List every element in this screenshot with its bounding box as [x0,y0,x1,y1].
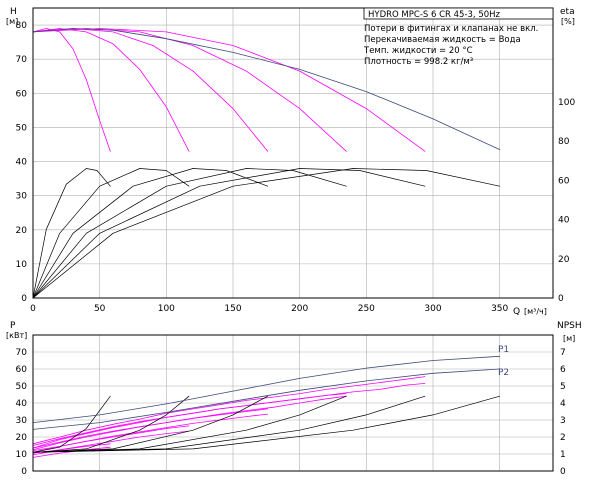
power-tick-label: 40 [16,399,28,409]
series-line-p2 [32,368,501,430]
power-chart-frame [32,334,554,472]
head-curve [32,28,111,152]
npsh-curve [32,395,111,453]
power-tick-label: 20 [16,433,28,443]
head-chart-frame [32,7,554,299]
efficiency-tick-label: 20 [558,255,570,265]
power-tick-label: 50 [16,382,28,392]
efficiency-tick-label: 0 [558,294,564,304]
info-box-title-frame [363,7,554,20]
efficiency-curve [32,168,190,299]
efficiency-axis-label: eta [560,7,575,17]
x-tick-label: 300 [424,304,441,314]
head-tick-label: 50 [16,123,28,133]
x-tick-label: 150 [224,304,241,314]
efficiency-curve [32,168,501,299]
flow-axis-unit: [м³/ч] [524,307,547,316]
head-curve [32,28,190,152]
power-tick-label: 30 [16,416,28,426]
head-tick-label: 70 [16,55,28,65]
head-axis-unit: [м] [6,17,18,26]
power-curve [32,376,426,445]
power-axis-unit: [кВт] [6,331,27,340]
x-tick-label: 250 [358,304,375,314]
x-tick-label: 200 [291,304,308,314]
npsh-tick-label: 3 [560,416,566,426]
power-tick-label: 0 [21,467,27,477]
power-chart-curves [32,355,501,458]
head-curve [32,28,426,152]
npsh-tick-label: 4 [560,399,566,409]
npsh-tick-label: 5 [560,382,566,392]
x-tick-label: 350 [491,304,508,314]
head-tick-label: 80 [16,21,28,31]
power-curve [32,425,190,452]
head-curve [32,28,269,152]
note-line-3: Темп. жидкости = 20 °C [363,46,473,56]
head-tick-label: 60 [16,89,28,99]
efficiency-axis-unit: [%] [561,17,575,26]
note-line-1: Потери в фитингах и клапанах не вкл. [364,24,538,34]
efficiency-tick-label: 100 [558,98,575,108]
head-chart-curves [32,28,501,299]
npsh-tick-label: 1 [560,450,566,460]
efficiency-curve [32,168,426,299]
power-tick-label: 60 [16,365,28,375]
head-axis-label: H [10,7,17,17]
x-tick-label: 0 [30,304,36,314]
power-axis-label: P [10,321,16,331]
npsh-tick-label: 0 [560,467,566,477]
efficiency-curve [32,168,347,299]
efficiency-tick-label: 80 [558,137,570,147]
npsh-tick-label: 6 [560,365,566,375]
max-head-curve [32,28,501,151]
series-label-p2: P2 [498,368,509,378]
note-line-2: Перекачиваемая жидкость = Вода [364,35,521,45]
head-chart-grid [32,8,553,299]
power-tick-label: 70 [16,348,28,358]
npsh-axis-label: NPSH [557,321,582,331]
note-line-4: Плотность = 998.2 кг/м³ [364,57,473,67]
power-tick-label: 10 [16,450,28,460]
npsh-tick-label: 7 [560,348,566,358]
npsh-tick-label: 2 [560,433,566,443]
npsh-curve [32,395,190,453]
head-curve [32,28,347,152]
series-line-p1 [32,355,501,424]
head-tick-label: 10 [16,260,28,270]
x-tick-label: 100 [158,304,175,314]
head-tick-label: 0 [21,294,27,304]
npsh-curve [32,395,347,453]
info-box: HYDRO MPC-S 6 CR 45-3, 50Hz Потери в фит… [363,7,554,67]
power-chart-tick-labels: 0 10 20 30 40 50 60 70 0 1 2 3 4 5 6 7 [16,348,566,477]
power-curve [32,408,269,449]
x-tick-label: 50 [94,304,106,314]
npsh-curve [32,395,426,453]
efficiency-curve [32,168,111,299]
head-tick-label: 20 [16,226,28,236]
head-tick-label: 30 [16,192,28,202]
series-label-p1: P1 [498,345,509,355]
npsh-curve [32,395,501,453]
flow-axis-label: Q [513,307,520,317]
efficiency-curve [32,168,269,299]
efficiency-tick-label: 40 [558,216,570,226]
flow-axis-title: Q [м³/ч] [513,307,547,317]
power-curve [32,395,347,451]
npsh-curve [32,395,269,453]
head-chart-tick-labels: 0 50 100 150 200 250 300 350 0 10 20 30 40 50 60 70 80 0 2… [16,21,576,314]
chart-title: HYDRO MPC-S 6 CR 45-3, 50Hz [368,10,501,20]
head-tick-label: 40 [16,158,28,168]
power-curve [32,393,347,446]
efficiency-tick-label: 60 [558,176,570,186]
npsh-axis-unit: [м] [563,334,575,343]
